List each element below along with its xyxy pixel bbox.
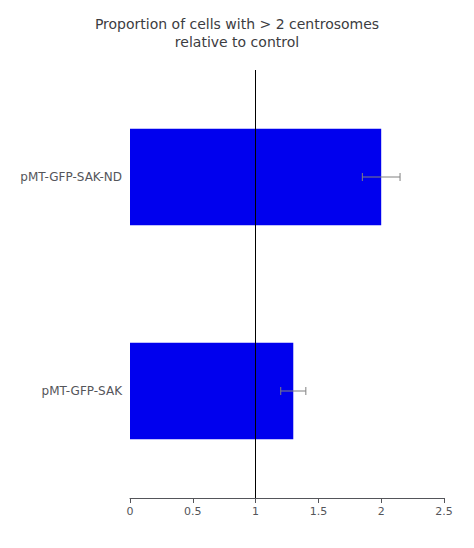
svg-text:relative to control: relative to control bbox=[175, 34, 299, 50]
svg-text:pMT-GFP-SAK-ND: pMT-GFP-SAK-ND bbox=[20, 170, 122, 184]
svg-text:1: 1 bbox=[252, 505, 259, 518]
svg-text:2: 2 bbox=[378, 505, 385, 518]
svg-text:0: 0 bbox=[127, 505, 134, 518]
svg-text:0.5: 0.5 bbox=[184, 505, 202, 518]
svg-text:pMT-GFP-SAK: pMT-GFP-SAK bbox=[42, 384, 124, 398]
svg-text:Proportion of cells with > 2 c: Proportion of cells with > 2 centrosomes bbox=[95, 16, 379, 32]
svg-text:1.5: 1.5 bbox=[310, 505, 328, 518]
svg-text:2.5: 2.5 bbox=[435, 505, 453, 518]
